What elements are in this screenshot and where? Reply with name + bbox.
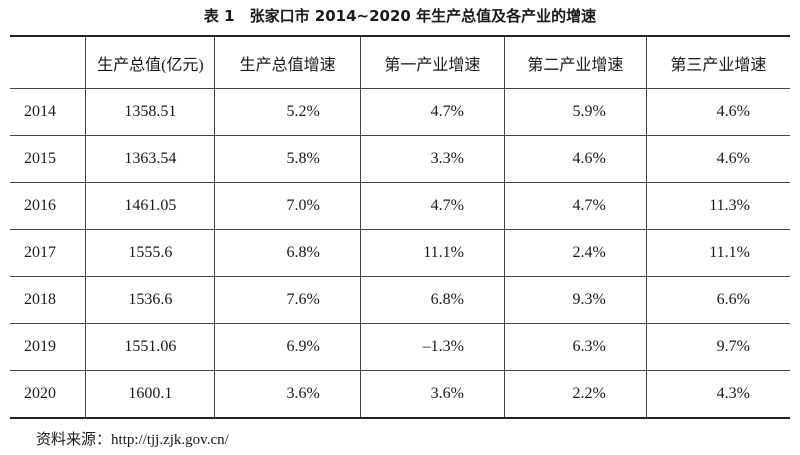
data-row: 2015 1363.54 5.8% 3.3% 4.6% 4.6% bbox=[10, 135, 790, 183]
cell: 4.3% bbox=[645, 370, 790, 419]
cell: 2020 bbox=[10, 370, 87, 419]
cell: 4.6% bbox=[645, 88, 790, 136]
header-cell bbox=[10, 35, 87, 89]
cell: 4.7% bbox=[359, 182, 505, 230]
cell: 7.0% bbox=[214, 182, 361, 230]
cell: 6.8% bbox=[359, 276, 505, 324]
cell: 2016 bbox=[10, 182, 87, 230]
cell: 1551.06 bbox=[85, 323, 216, 371]
header-cell: 生产总值(亿元) bbox=[85, 35, 216, 89]
cell: 4.6% bbox=[503, 135, 647, 183]
cell: 11.1% bbox=[359, 229, 505, 277]
data-row: 2014 1358.51 5.2% 4.7% 5.9% 4.6% bbox=[10, 88, 790, 136]
cell: 6.3% bbox=[503, 323, 647, 371]
cell: 11.3% bbox=[645, 182, 790, 230]
cell: 1358.51 bbox=[85, 88, 216, 136]
header-cell: 生产总值增速 bbox=[214, 35, 361, 89]
cell: 2019 bbox=[10, 323, 87, 371]
cell: 3.6% bbox=[214, 370, 361, 419]
cell: 2.2% bbox=[503, 370, 647, 419]
cell: 7.6% bbox=[214, 276, 361, 324]
cell: 6.6% bbox=[645, 276, 790, 324]
data-row: 2016 1461.05 7.0% 4.7% 4.7% 11.3% bbox=[10, 182, 790, 230]
cell: 4.7% bbox=[503, 182, 647, 230]
cell: 2017 bbox=[10, 229, 87, 277]
header-cell: 第一产业增速 bbox=[359, 35, 505, 89]
cell: 1461.05 bbox=[85, 182, 216, 230]
cell: 6.8% bbox=[214, 229, 361, 277]
cell: –1.3% bbox=[359, 323, 505, 371]
cell: 11.1% bbox=[645, 229, 790, 277]
cell: 4.7% bbox=[359, 88, 505, 136]
cell: 3.6% bbox=[359, 370, 505, 419]
data-row: 2019 1551.06 6.9% –1.3% 6.3% 9.7% bbox=[10, 323, 790, 371]
data-row: 2018 1536.6 7.6% 6.8% 9.3% 6.6% bbox=[10, 276, 790, 324]
data-table: 生产总值(亿元) 生产总值增速 第一产业增速 第二产业增速 第三产业增速 2014 1358… bbox=[10, 35, 790, 419]
cell: 1555.6 bbox=[85, 229, 216, 277]
cell: 2014 bbox=[10, 88, 87, 136]
cell: 2015 bbox=[10, 135, 87, 183]
cell: 5.8% bbox=[214, 135, 361, 183]
cell: 1536.6 bbox=[85, 276, 216, 324]
header-cell: 第三产业增速 bbox=[645, 35, 790, 89]
cell: 1363.54 bbox=[85, 135, 216, 183]
cell: 6.9% bbox=[214, 323, 361, 371]
data-row: 2017 1555.6 6.8% 11.1% 2.4% 11.1% bbox=[10, 229, 790, 277]
cell: 5.9% bbox=[503, 88, 647, 136]
data-row: 2020 1600.1 3.6% 3.6% 2.2% 4.3% bbox=[10, 370, 790, 419]
table-title: 表 1 张家口市 2014~2020 年生产总值及各产业的增速 bbox=[203, 7, 597, 25]
cell: 9.7% bbox=[645, 323, 790, 371]
cell: 3.3% bbox=[359, 135, 505, 183]
header-row: 生产总值(亿元) 生产总值增速 第一产业增速 第二产业增速 第三产业增速 bbox=[10, 35, 790, 89]
cell: 9.3% bbox=[503, 276, 647, 324]
cell: 5.2% bbox=[214, 88, 361, 136]
cell: 1600.1 bbox=[85, 370, 216, 419]
cell: 2.4% bbox=[503, 229, 647, 277]
cell: 2018 bbox=[10, 276, 87, 324]
source-note: 资料来源：http://tjj.zjk.gov.cn/ bbox=[36, 432, 229, 448]
header-cell: 第二产业增速 bbox=[503, 35, 647, 89]
cell: 4.6% bbox=[645, 135, 790, 183]
